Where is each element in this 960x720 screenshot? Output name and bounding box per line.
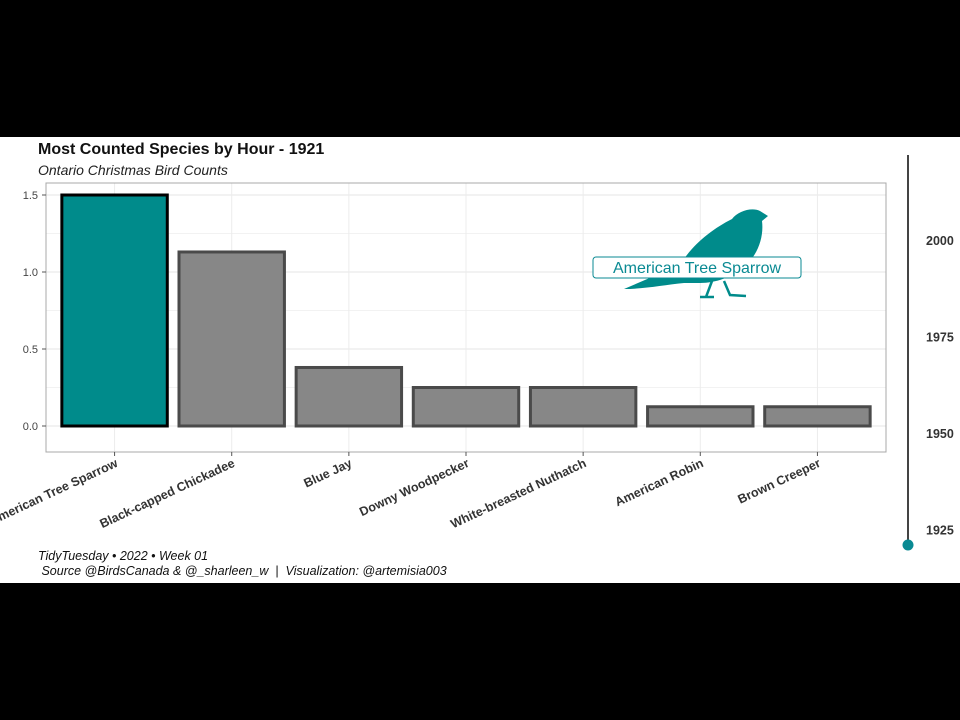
year-tick-label: 1950 bbox=[926, 427, 954, 441]
x-tick-label: Downy Woodpecker bbox=[357, 456, 471, 519]
bar-american-tree-sparrow bbox=[60, 193, 169, 428]
chart-frame: Most Counted Species by Hour - 1921 Onta… bbox=[0, 137, 960, 583]
bar-blue-jay bbox=[294, 365, 404, 428]
bar-black-capped-chickadee bbox=[177, 250, 286, 428]
bar-white-breasted-nuthatch bbox=[528, 386, 638, 428]
x-tick-label: Blue Jay bbox=[302, 456, 355, 490]
bar-downy-woodpecker bbox=[411, 386, 521, 428]
y-tick-label: 1.0 bbox=[23, 267, 38, 279]
y-axis: 0.0 0.5 1.0 1.5 bbox=[23, 190, 46, 433]
chart-subtitle: Ontario Christmas Bird Counts bbox=[38, 162, 228, 178]
x-tick-label: American Robin bbox=[613, 456, 706, 509]
y-tick-label: 1.5 bbox=[23, 190, 38, 202]
year-slider[interactable]: 1925 1950 1975 2000 bbox=[902, 155, 954, 551]
caption-line-1: TidyTuesday • 2022 • Week 01 bbox=[38, 549, 208, 563]
annotation-label-box bbox=[592, 256, 802, 279]
bar-brown-creeper bbox=[763, 405, 872, 428]
bar-american-robin bbox=[646, 405, 755, 428]
chart-svg: Most Counted Species by Hour - 1921 Onta… bbox=[0, 141, 954, 578]
year-tick-label: 1975 bbox=[926, 330, 954, 344]
annotation: American Tree Sparrow bbox=[592, 209, 802, 299]
bird-leg-icon bbox=[700, 280, 747, 299]
year-slider-handle[interactable] bbox=[902, 539, 914, 551]
y-tick-label: 0.5 bbox=[23, 344, 38, 356]
year-tick-label: 1925 bbox=[926, 524, 954, 538]
caption-line-2: Source @BirdsCanada & @_sharleen_w | Vis… bbox=[38, 564, 447, 578]
year-tick-label: 2000 bbox=[926, 234, 954, 248]
bar-group bbox=[60, 193, 872, 428]
annotation-label: American Tree Sparrow bbox=[613, 260, 782, 277]
x-tick-label: Brown Creeper bbox=[736, 456, 823, 507]
chart-title: Most Counted Species by Hour - 1921 bbox=[38, 141, 324, 158]
y-tick-label: 0.0 bbox=[23, 421, 38, 433]
